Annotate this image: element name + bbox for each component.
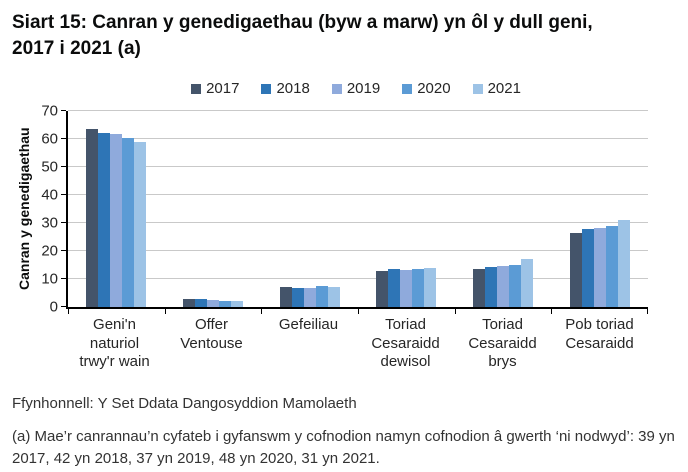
bar-2020 xyxy=(219,300,231,308)
y-axis-tick xyxy=(61,166,66,168)
bar-2020 xyxy=(605,226,618,308)
bar-group xyxy=(455,111,552,308)
chart-area: Canran y genedigaethau 0 10 20 30 40 50 60 70 xyxy=(12,103,688,316)
legend-label: 2020 xyxy=(417,80,451,98)
legend-swatch-2017 xyxy=(191,83,202,94)
x-axis-tick xyxy=(358,309,359,315)
y-axis-tick xyxy=(61,278,66,280)
footnote-text: (a) Mae’r canrannau’n cyfateb i gyfanswm… xyxy=(12,428,675,467)
legend-swatch-2018 xyxy=(261,83,272,94)
y-axis-tick xyxy=(61,250,66,252)
y-tick-label: 70 xyxy=(41,102,58,120)
legend-label: 2018 xyxy=(276,80,310,98)
x-axis-tick xyxy=(551,309,553,315)
legend-label: 2017 xyxy=(206,80,240,98)
legend-label: 2021 xyxy=(487,80,521,98)
x-axis-labels: Geni'n naturiol trwy'r wain Offer Ventous… xyxy=(66,316,648,371)
bars-layer xyxy=(68,111,648,308)
legend-item: 2020 xyxy=(402,80,451,98)
legend-item: 2018 xyxy=(261,80,310,98)
bar-2018 xyxy=(485,266,498,308)
bar-2018 xyxy=(195,299,207,308)
bar-2021 xyxy=(231,300,243,308)
bar-2019 xyxy=(593,228,606,308)
bar-2020 xyxy=(412,268,425,308)
bar-2017 xyxy=(183,299,195,308)
bar-group xyxy=(261,111,358,308)
y-axis-tick xyxy=(61,306,66,308)
bar-group xyxy=(165,111,262,308)
bar-group xyxy=(551,111,648,308)
bar-2018 xyxy=(291,287,304,308)
x-axis-tick xyxy=(164,309,166,315)
x-axis-tick xyxy=(647,309,648,315)
y-axis-tick xyxy=(61,194,66,196)
x-axis-label: Toriad Cesaraidd brys xyxy=(468,316,537,370)
legend-swatch-2020 xyxy=(402,83,413,94)
bar-2019 xyxy=(303,287,316,308)
bar-2021 xyxy=(617,219,630,308)
legend-item: 2019 xyxy=(331,80,381,98)
bar-group xyxy=(68,111,165,308)
legend-item: 2017 xyxy=(191,80,239,97)
bar-2017 xyxy=(279,286,292,308)
legend-swatch-2021 xyxy=(472,83,483,94)
bar-2020 xyxy=(122,138,135,308)
gridline xyxy=(68,166,648,168)
bar-2017 xyxy=(376,271,389,308)
bar-2021 xyxy=(134,142,147,308)
gridline xyxy=(68,110,648,112)
y-axis: 0 10 20 30 40 50 60 70 xyxy=(36,103,66,316)
chart-title: Siart 15: Canran y genedigaethau (byw a … xyxy=(12,12,593,59)
source-text: Ffynhonnell: Y Set Ddata Dangosyddion Ma… xyxy=(12,395,357,413)
y-tick-label: 20 xyxy=(41,242,58,260)
bar-group xyxy=(358,111,455,308)
bar-2020 xyxy=(315,286,328,308)
y-axis-title: Canran y genedigaethau xyxy=(16,127,32,291)
bar-2019 xyxy=(497,265,510,308)
bar-2017 xyxy=(569,233,582,308)
y-tick-label: 50 xyxy=(41,158,58,176)
legend-swatch-2019 xyxy=(331,83,342,94)
y-axis-tick xyxy=(61,138,66,140)
x-axis-tick xyxy=(68,309,69,315)
bar-2020 xyxy=(509,264,522,308)
bar-2019 xyxy=(110,133,123,308)
x-axis-tick xyxy=(261,309,263,315)
y-tick-label: 30 xyxy=(41,214,58,232)
bar-2021 xyxy=(424,267,437,308)
gridline xyxy=(68,278,648,280)
x-axis-label: Gefeiliau xyxy=(278,316,339,334)
y-tick-label: 0 xyxy=(49,298,58,316)
bar-2018 xyxy=(388,269,401,308)
y-axis-tick xyxy=(61,222,66,224)
gridline xyxy=(68,194,648,196)
x-axis-label: Offer Ventouse xyxy=(180,316,243,352)
bar-2019 xyxy=(400,269,413,308)
y-tick-label: 40 xyxy=(41,186,58,204)
bar-2018 xyxy=(581,229,594,308)
legend: 2017 2018 2019 2020 2021 xyxy=(66,80,646,97)
y-tick-label: 10 xyxy=(41,270,58,288)
bar-2021 xyxy=(521,259,534,308)
x-axis-tick xyxy=(454,309,456,315)
legend-label: 2019 xyxy=(346,80,381,98)
x-axis-label: Geni'n naturiol trwy'r wain xyxy=(79,316,150,370)
x-axis-label: Pob toriad Cesaraidd xyxy=(565,316,634,352)
bar-2018 xyxy=(98,132,111,308)
bar-2017 xyxy=(86,129,99,308)
legend-item: 2021 xyxy=(472,80,521,98)
bar-2021 xyxy=(327,287,340,308)
plot-area xyxy=(61,110,648,315)
y-tick-label: 60 xyxy=(41,130,58,148)
x-axis-label: Toriad Cesaraidd dewisol xyxy=(371,316,440,370)
bar-2019 xyxy=(207,300,219,308)
y-axis-tick xyxy=(61,110,66,112)
gridline xyxy=(68,222,648,224)
gridline xyxy=(68,250,648,252)
bar-2017 xyxy=(473,269,486,308)
gridline xyxy=(68,138,648,140)
